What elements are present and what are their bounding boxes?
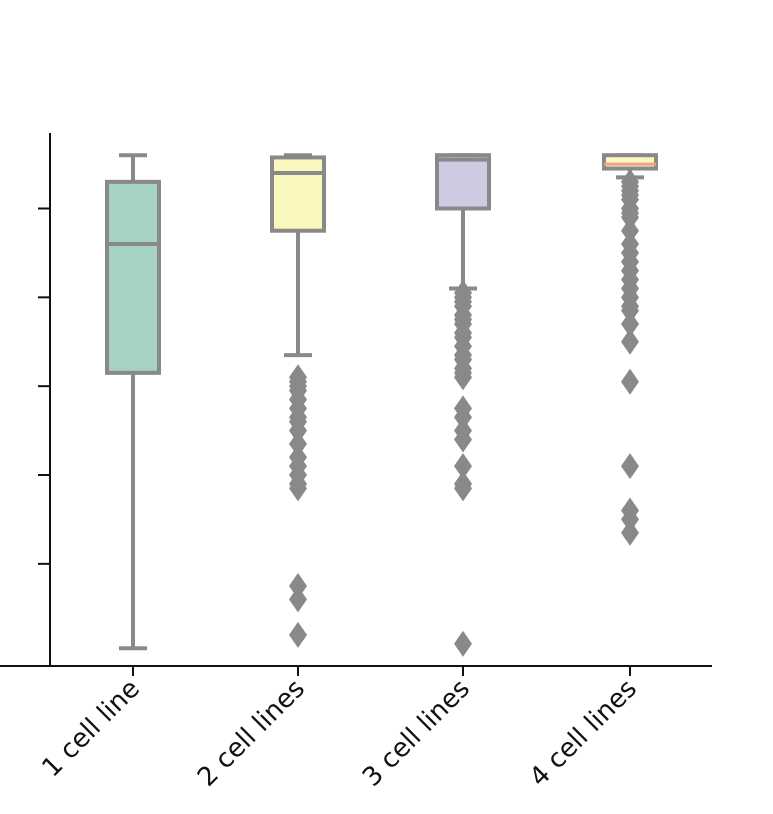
x-tick-labels: 1 cell line 2 cell lines 3 cell lines 4 cel… — [37, 674, 643, 793]
outlier-point — [621, 297, 639, 324]
box-group — [105, 153, 161, 651]
outlier-point — [289, 430, 307, 457]
x-tick-label: 3 cell lines — [357, 674, 476, 793]
x-tick-label: 1 cell line — [37, 674, 146, 783]
box-iqr — [435, 153, 491, 211]
x-tick-label: 4 cell lines — [524, 674, 643, 793]
outlier-point — [289, 573, 307, 600]
outlier-point — [621, 310, 639, 337]
boxes — [105, 153, 658, 657]
box-iqr — [105, 179, 161, 375]
outlier-point — [621, 204, 639, 231]
outlier-point — [621, 217, 639, 244]
axes — [0, 133, 712, 676]
outlier-point — [454, 453, 472, 480]
box-iqr — [602, 153, 658, 171]
box-iqr — [270, 155, 326, 233]
outlier-point — [289, 475, 307, 502]
outlier-point — [289, 621, 307, 648]
outlier-point — [454, 426, 472, 453]
outlier-point — [454, 630, 472, 657]
outlier-point — [454, 404, 472, 431]
outlier-point — [621, 368, 639, 395]
box-group — [270, 153, 326, 648]
box-group — [435, 153, 491, 657]
outlier-point — [621, 328, 639, 355]
outlier-point — [289, 417, 307, 444]
outlier-point — [454, 475, 472, 502]
outlier-point — [621, 519, 639, 546]
outlier-point — [621, 453, 639, 480]
outlier-point — [289, 586, 307, 613]
x-tick-label: 2 cell lines — [192, 674, 311, 793]
outlier-point — [621, 506, 639, 533]
box-group — [602, 153, 658, 546]
outlier-point — [454, 364, 472, 391]
